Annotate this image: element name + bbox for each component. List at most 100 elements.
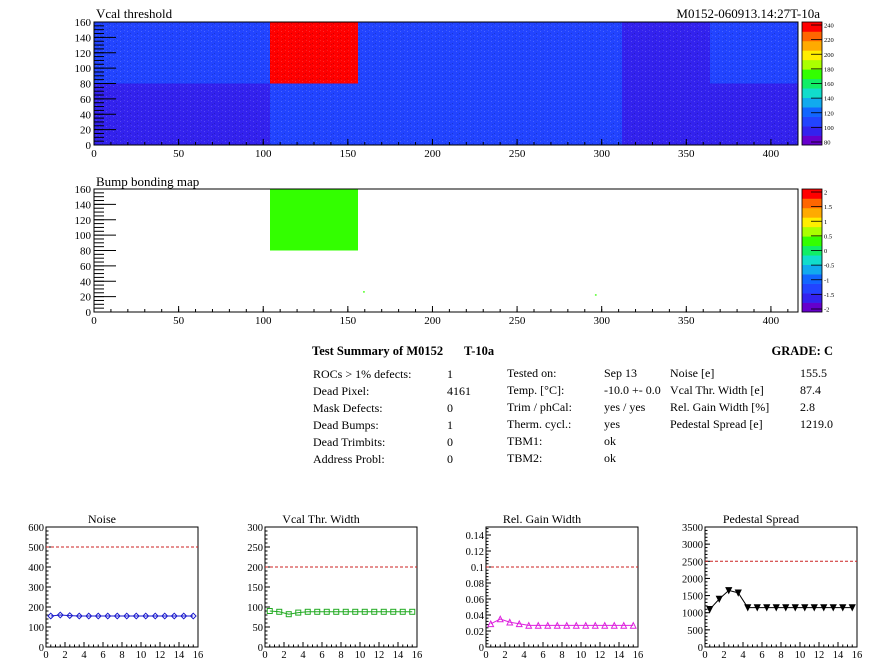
vcal-thr-width-y-tick-label: 150 xyxy=(247,583,263,594)
summary-col2-value: yes / yes xyxy=(604,400,646,414)
vcal-thr-width-point xyxy=(295,609,302,616)
summary-col2-value: yes xyxy=(604,417,620,431)
bump-bonding-colorbar-segment xyxy=(802,283,822,294)
vcal-thr-width-x-tick-label: 16 xyxy=(412,650,423,661)
bump-bonding-colorbar-segment xyxy=(802,302,822,313)
bump-bonding-colorbar-segment xyxy=(802,236,822,247)
summary-col3-label: Noise [e] xyxy=(670,366,714,380)
rel-gain-width-y-tick-label: 0.04 xyxy=(466,611,485,622)
vcal-threshold-colorbar-segment xyxy=(802,135,822,146)
bump-bonding-colorbar-label: 1.5 xyxy=(824,204,832,211)
vcal-threshold-colorbar-label: 80 xyxy=(824,140,831,147)
bump-bonding-colorbar-label: -1.5 xyxy=(824,292,834,299)
vcal-threshold-y-tick-label: 40 xyxy=(80,109,92,121)
vcal-thr-width-frame xyxy=(264,526,418,648)
bump-bonding-y-tick-label: 0 xyxy=(86,307,92,319)
summary-col1-label: Address Probl: xyxy=(313,452,385,466)
vcal-thr-width-y-tick-label: 200 xyxy=(247,563,263,574)
vcal-thr-width-x-tick-label: 4 xyxy=(300,650,306,661)
vcal-threshold-y-tick-label: 100 xyxy=(75,63,92,75)
rel-gain-width-x-tick-label: 2 xyxy=(502,650,507,661)
vcal-threshold-x-tick-label: 0 xyxy=(91,148,97,160)
summary-col1-label: Dead Pixel: xyxy=(313,384,369,398)
bump-bonding-pixel xyxy=(363,291,365,293)
summary-rows: ROCs > 1% defects: 1 Dead Pixel: 4161 Mask D… xyxy=(313,366,833,466)
vcal-thr-width-x-tick-label: 10 xyxy=(355,650,366,661)
pedestal-spread-point xyxy=(848,604,856,612)
rel-gain-width-y-tick-label: 0.1 xyxy=(471,563,484,574)
pedestal-spread-x-tick-label: 8 xyxy=(778,650,783,661)
summary-col2-label: Therm. cycl.: xyxy=(507,417,571,431)
vcal-threshold-x-tick-label: 350 xyxy=(678,148,695,160)
noise-point xyxy=(75,612,83,620)
summary-col1-label: ROCs > 1% defects: xyxy=(313,367,411,381)
vcal-threshold-colorbar-label: 160 xyxy=(824,81,834,88)
pedestal-spread-point xyxy=(810,604,818,612)
rel-gain-width-point xyxy=(544,621,552,629)
pedestal-spread-point xyxy=(706,605,714,614)
rel-gain-width-point xyxy=(553,621,561,629)
summary-col3-label: Vcal Thr. Width [e] xyxy=(670,383,764,397)
bump-bonding-colorbar-segment xyxy=(802,217,822,228)
pedestal-spread-title: Pedestal Spread xyxy=(723,512,799,526)
noise-point xyxy=(113,612,121,620)
bump-bonding-colorbar-segment xyxy=(802,293,822,303)
summary-col2-value: Sep 13 xyxy=(604,366,637,380)
summary-col2-label: TBM1: xyxy=(507,434,542,448)
vcal-thr-width-y-tick-label: 0 xyxy=(258,643,263,654)
vcal-threshold-colorbar-segment xyxy=(802,22,822,32)
bump-bonding-y-tick-label: 20 xyxy=(80,292,92,304)
summary-col3-value: 1219.0 xyxy=(800,417,833,431)
vcal-threshold-colorbar-label: 180 xyxy=(824,66,834,73)
noise-point xyxy=(47,612,55,620)
vcal-threshold-colorbar-segment xyxy=(802,50,822,61)
bump-bonding-frame xyxy=(93,188,799,313)
vcal-thr-width-series-line xyxy=(269,610,413,615)
rel-gain-width-x-tick-label: 8 xyxy=(559,650,564,661)
vcal-threshold-colorbar-segment xyxy=(802,69,822,80)
rel-gain-width-y-tick-label: 0 xyxy=(479,643,484,654)
bump-bonding-colorbar-segment xyxy=(802,198,822,209)
summary-temp-label: T-10a xyxy=(464,344,495,358)
vcal-thr-width-y-tick-label: 300 xyxy=(247,523,263,534)
rel-gain-width-point xyxy=(591,621,599,629)
vcal-threshold-colorbar-segment xyxy=(802,40,822,51)
grade-label: GRADE: C xyxy=(772,344,833,358)
vcal-threshold-colorbar-label: 200 xyxy=(824,52,834,59)
noise-point xyxy=(66,612,74,620)
summary-col1-label: Mask Defects: xyxy=(313,401,383,415)
pedestal-spread-y-tick-label: 1000 xyxy=(682,609,703,620)
pedestal-spread-point xyxy=(763,604,771,612)
bump-bonding-colorbar-label: -0.5 xyxy=(824,263,834,270)
vcal-threshold-colorbar-segment xyxy=(802,107,822,117)
noise-point xyxy=(56,611,64,619)
rel-gain-width-point xyxy=(506,618,514,626)
rel-gain-width-x-tick-label: 4 xyxy=(521,650,527,661)
vcal-thr-width-x-tick-label: 0 xyxy=(262,650,267,661)
summary-col2-value: ok xyxy=(604,434,616,448)
noise-y-tick-label: 200 xyxy=(28,603,44,614)
bump-bonding-title: Bump bonding map xyxy=(96,174,199,189)
noise-x-tick-label: 16 xyxy=(193,650,204,661)
rel-gain-width-frame xyxy=(485,526,639,648)
summary-col1-value: 4161 xyxy=(447,384,471,398)
pedestal-spread-point xyxy=(744,604,752,612)
bump-bonding-colorbar-label: -2 xyxy=(824,307,829,314)
bump-bonding-colorbar-segment xyxy=(802,189,822,199)
vcal-threshold-x-tick-label: 50 xyxy=(173,148,185,160)
vcal-thr-width-point xyxy=(266,608,273,614)
pedestal-spread-x-tick-label: 16 xyxy=(852,650,863,661)
noise-point xyxy=(151,612,159,620)
rel-gain-width-x-tick-label: 14 xyxy=(614,650,625,661)
noise-point xyxy=(94,612,102,620)
vcal-thr-width-point xyxy=(380,608,387,615)
pedestal-spread-x-tick-label: 12 xyxy=(814,650,825,661)
summary-col1-value: 0 xyxy=(447,435,453,449)
noise-title: Noise xyxy=(88,512,116,526)
vcal-thr-width-point xyxy=(276,608,283,615)
pedestal-spread-y-tick-label: 0 xyxy=(698,643,703,654)
noise-x-tick-label: 6 xyxy=(100,650,105,661)
bump-bonding-y-tick-label: 40 xyxy=(80,276,92,288)
noise-point xyxy=(189,612,197,620)
